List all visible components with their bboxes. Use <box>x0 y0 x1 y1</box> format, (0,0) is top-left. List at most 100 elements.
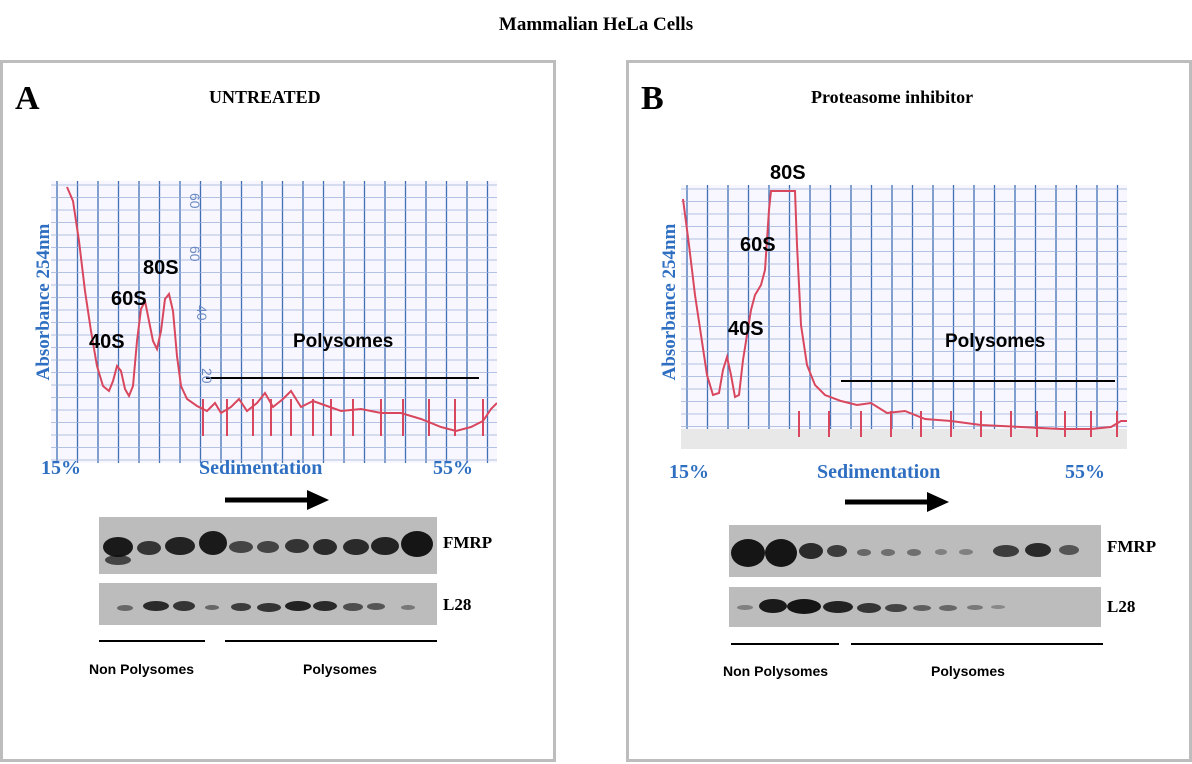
blot-band <box>913 605 931 611</box>
blot-band <box>313 539 337 555</box>
blot-band <box>143 601 169 611</box>
blot-band <box>1025 543 1051 557</box>
blot-band <box>105 555 131 565</box>
blot-band <box>737 605 753 610</box>
panel-b-nonpolysome-label: Non Polysomes <box>723 663 829 679</box>
panel-a-absorbance-trace <box>66 186 497 433</box>
blot-band <box>991 605 1005 609</box>
graph-background <box>51 181 497 463</box>
panel-a-peak-60s: 60S <box>111 288 147 310</box>
blot-band <box>343 603 363 611</box>
panel-a: A UNTREATED 60 60 40 20 Absorbance 254nm… <box>0 60 556 762</box>
blot-band <box>935 549 947 555</box>
panel-a-nonpolysome-label: Non Polysomes <box>89 661 195 677</box>
blot-band <box>765 539 797 567</box>
panel-b-nonpolysome-line <box>731 643 839 645</box>
panel-a-grid-number: 60 <box>187 246 203 262</box>
blot-band <box>881 549 895 556</box>
panel-a-grid-number: 40 <box>194 305 210 321</box>
blot-band <box>885 604 907 612</box>
panel-b-peak-80s: 80S <box>770 162 806 184</box>
blot-band <box>799 543 823 559</box>
panel-a-profile-chart: 60 60 40 20 <box>51 181 497 463</box>
panel-a-direction-arrow <box>225 490 329 510</box>
panel-b-x-end: 55% <box>1065 461 1105 483</box>
blot-band <box>285 539 309 553</box>
blot-band <box>103 537 133 557</box>
panel-b-fmrp-label: FMRP <box>1107 537 1157 556</box>
blot-band <box>173 601 195 611</box>
blot-band <box>959 549 973 555</box>
panel-b-peak-40s: 40S <box>728 318 764 340</box>
panel-b-peak-60s: 60S <box>740 234 776 256</box>
panel-b-polysome-group-label: Polysomes <box>931 663 1005 679</box>
blot-band <box>231 603 251 611</box>
panel-b-polysome-line <box>851 643 1103 645</box>
panel-b-profile-chart <box>681 185 1127 449</box>
panel-b-letter: B <box>641 80 664 117</box>
blot-band <box>827 545 847 557</box>
blot-band <box>731 539 765 567</box>
blot-band <box>401 605 415 610</box>
panel-b-fraction-ticks <box>798 411 1118 437</box>
panel-a-nonpolysome-line <box>99 640 205 642</box>
panel-b: B Proteasome inhibitor Absorbance 254nm … <box>626 60 1192 762</box>
panel-a-x-end: 55% <box>433 457 473 479</box>
panel-a-grid <box>51 181 497 463</box>
blot-band <box>313 601 337 611</box>
blot-band <box>257 541 279 553</box>
panel-b-x-axis-label: Sedimentation <box>817 461 941 483</box>
blot-band <box>787 599 821 614</box>
panel-a-l28-blot <box>99 583 437 625</box>
blot-band <box>343 539 369 555</box>
blot-band <box>117 605 133 611</box>
panel-a-l28-label: L28 <box>443 595 472 614</box>
blot-band <box>939 605 957 611</box>
panel-a-polysome-group-label: Polysomes <box>303 661 377 677</box>
panel-a-grid-number: 20 <box>199 368 215 384</box>
blot-band <box>907 549 921 556</box>
blot-band <box>401 531 433 557</box>
panel-a-fmrp-label: FMRP <box>443 533 493 552</box>
blot-band <box>823 601 853 613</box>
blot-band <box>993 545 1019 557</box>
panel-a-x-start: 15% <box>41 457 81 479</box>
blot-band <box>1059 545 1079 555</box>
blot-band <box>967 605 983 610</box>
panel-b-title: Proteasome inhibitor <box>811 87 974 107</box>
panel-b-l28-label: L28 <box>1107 597 1136 616</box>
panel-b-direction-arrow <box>845 492 949 512</box>
panel-a-peak-80s: 80S <box>143 257 179 279</box>
blot-band <box>367 603 385 610</box>
blot-band <box>759 599 787 613</box>
panel-a-y-axis-label: Absorbance 254nm <box>33 223 54 381</box>
panel-a-peak-40s: 40S <box>89 331 125 353</box>
panel-a-polysome-line <box>225 640 437 642</box>
blot-band <box>165 537 195 555</box>
panel-a-fmrp-blot <box>99 517 437 574</box>
panel-b-baseline-strip <box>681 429 1127 449</box>
graph-background <box>681 185 1127 449</box>
blot-band <box>199 531 227 555</box>
blot-band <box>205 605 219 610</box>
blot-band <box>285 601 311 611</box>
panel-a-polysomes-label: Polysomes <box>293 331 394 352</box>
panel-b-y-axis-label: Absorbance 254nm <box>659 223 680 381</box>
panel-a-letter: A <box>15 80 40 117</box>
blot-band <box>371 537 399 555</box>
figure-title: Mammalian HeLa Cells <box>498 14 694 35</box>
panel-b-x-start: 15% <box>669 461 709 483</box>
panel-a-title: UNTREATED <box>209 87 321 107</box>
panel-b-polysomes-label: Polysomes <box>945 331 1046 352</box>
panel-b-l28-blot <box>729 587 1101 627</box>
panel-b-absorbance-trace <box>682 190 1127 430</box>
panel-a-x-axis-label: Sedimentation <box>199 457 323 479</box>
panel-b-fmrp-blot <box>729 525 1101 577</box>
blot-band <box>257 603 281 612</box>
blot-band <box>137 541 161 555</box>
panel-a-grid-number: 60 <box>187 193 203 209</box>
panel-a-fraction-ticks <box>202 399 484 436</box>
blot-band <box>857 603 881 613</box>
blot-band <box>229 541 253 553</box>
blot-band <box>857 549 871 556</box>
